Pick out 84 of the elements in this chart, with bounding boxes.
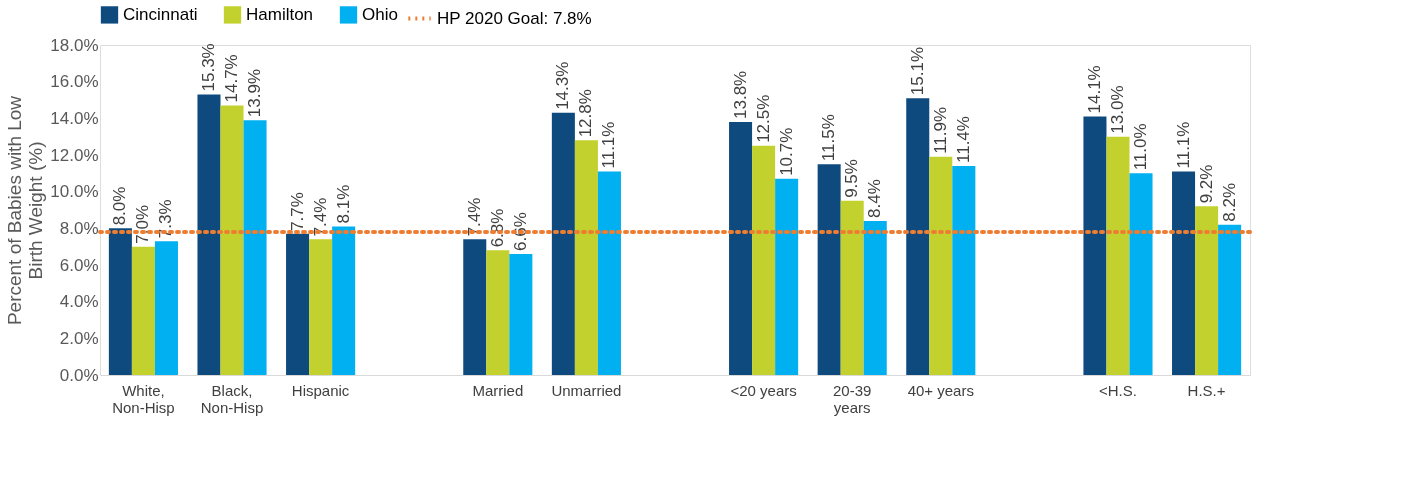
y-tick-label: 16.0% [50, 72, 99, 92]
y-tick-label: 18.0% [50, 35, 99, 55]
data-label: 14.1% [1084, 65, 1104, 114]
data-label: 8.0% [110, 186, 130, 226]
bar [1083, 116, 1107, 375]
data-label: 7.0% [133, 204, 153, 244]
bar [108, 228, 132, 375]
bar [952, 166, 976, 375]
bar [752, 145, 776, 375]
y-axis-title: Percent of Babies with Low Birth Weight (%) [4, 95, 47, 326]
x-tick-label: Married [472, 381, 524, 399]
x-tick-label: 20-39 years [833, 381, 872, 416]
bar [1195, 206, 1219, 375]
y-tick-label: 14.0% [50, 108, 99, 128]
bar [509, 254, 533, 375]
bar [154, 241, 178, 375]
bar [551, 112, 575, 375]
bar [863, 221, 887, 375]
x-tick-label: <20 years [730, 381, 797, 399]
bar [309, 239, 333, 375]
bar [817, 164, 841, 375]
data-label: 9.5% [842, 159, 862, 198]
data-label: 14.7% [222, 54, 242, 103]
bar [1106, 136, 1130, 375]
bar [243, 120, 267, 375]
data-label: 7.4% [464, 197, 484, 237]
bar [840, 200, 864, 375]
x-tick-label: Hispanic [291, 381, 350, 399]
data-label: 11.4% [953, 116, 973, 163]
bar [929, 156, 953, 375]
x-tick-label: White, Non-Hisp [112, 381, 175, 416]
data-label: 11.1% [1173, 121, 1193, 169]
x-tick-label: 40+ years [907, 381, 974, 399]
bar [332, 226, 356, 375]
data-label: 11.1% [599, 121, 619, 169]
x-tick-label: H.S.+ [1187, 381, 1226, 399]
x-tick-label: <H.S. [1099, 381, 1137, 399]
data-label: 15.1% [907, 46, 927, 96]
data-label: 8.2% [1219, 182, 1239, 222]
data-label: 9.2% [1196, 164, 1216, 204]
data-label: 7.7% [287, 192, 307, 231]
bar [1129, 173, 1153, 375]
data-label: 12.8% [576, 89, 596, 138]
y-tick-label: 4.0% [59, 292, 99, 312]
legend-label: Cincinnati [123, 4, 198, 24]
data-label: 11.5% [819, 114, 839, 162]
data-label: 15.3% [198, 43, 218, 92]
bar [486, 250, 510, 375]
legend-label: Hamilton [246, 4, 314, 24]
data-label: 13.9% [245, 68, 265, 118]
x-tick-label: Black, Non-Hisp [200, 381, 264, 416]
x-tick-label: Unmarried [551, 381, 622, 399]
data-label: 7.3% [156, 199, 176, 239]
data-label: 13.0% [1107, 85, 1127, 134]
data-label: 14.3% [553, 61, 573, 110]
data-label: 11.9% [930, 106, 950, 154]
data-label: 12.5% [753, 94, 773, 143]
y-tick-label: 8.0% [59, 218, 99, 238]
data-label: 8.4% [865, 179, 885, 218]
legend-label: HP 2020 Goal: 7.8% [437, 8, 592, 28]
legend-label: Ohio [362, 4, 398, 24]
bar [906, 98, 930, 375]
data-label: 6.6% [510, 212, 530, 251]
bar [220, 105, 244, 375]
y-tick-label: 0.0% [59, 365, 99, 385]
bar [463, 239, 487, 375]
bar [597, 171, 621, 375]
bar [1218, 224, 1242, 375]
y-tick-label: 10.0% [50, 182, 99, 202]
data-label: 13.8% [730, 70, 750, 119]
bar [286, 233, 310, 375]
bar [1172, 171, 1196, 375]
data-label: 10.7% [776, 127, 796, 176]
data-label: 11.0% [1131, 123, 1151, 171]
y-tick-label: 12.0% [50, 145, 99, 165]
bar [131, 246, 155, 375]
bar [197, 94, 221, 375]
data-label: 8.1% [333, 184, 353, 224]
bar [775, 178, 799, 375]
y-tick-label: 2.0% [59, 328, 99, 348]
data-label: 7.4% [310, 197, 330, 237]
bar [729, 122, 753, 375]
bar [574, 140, 598, 375]
y-tick-label: 6.0% [59, 255, 99, 275]
